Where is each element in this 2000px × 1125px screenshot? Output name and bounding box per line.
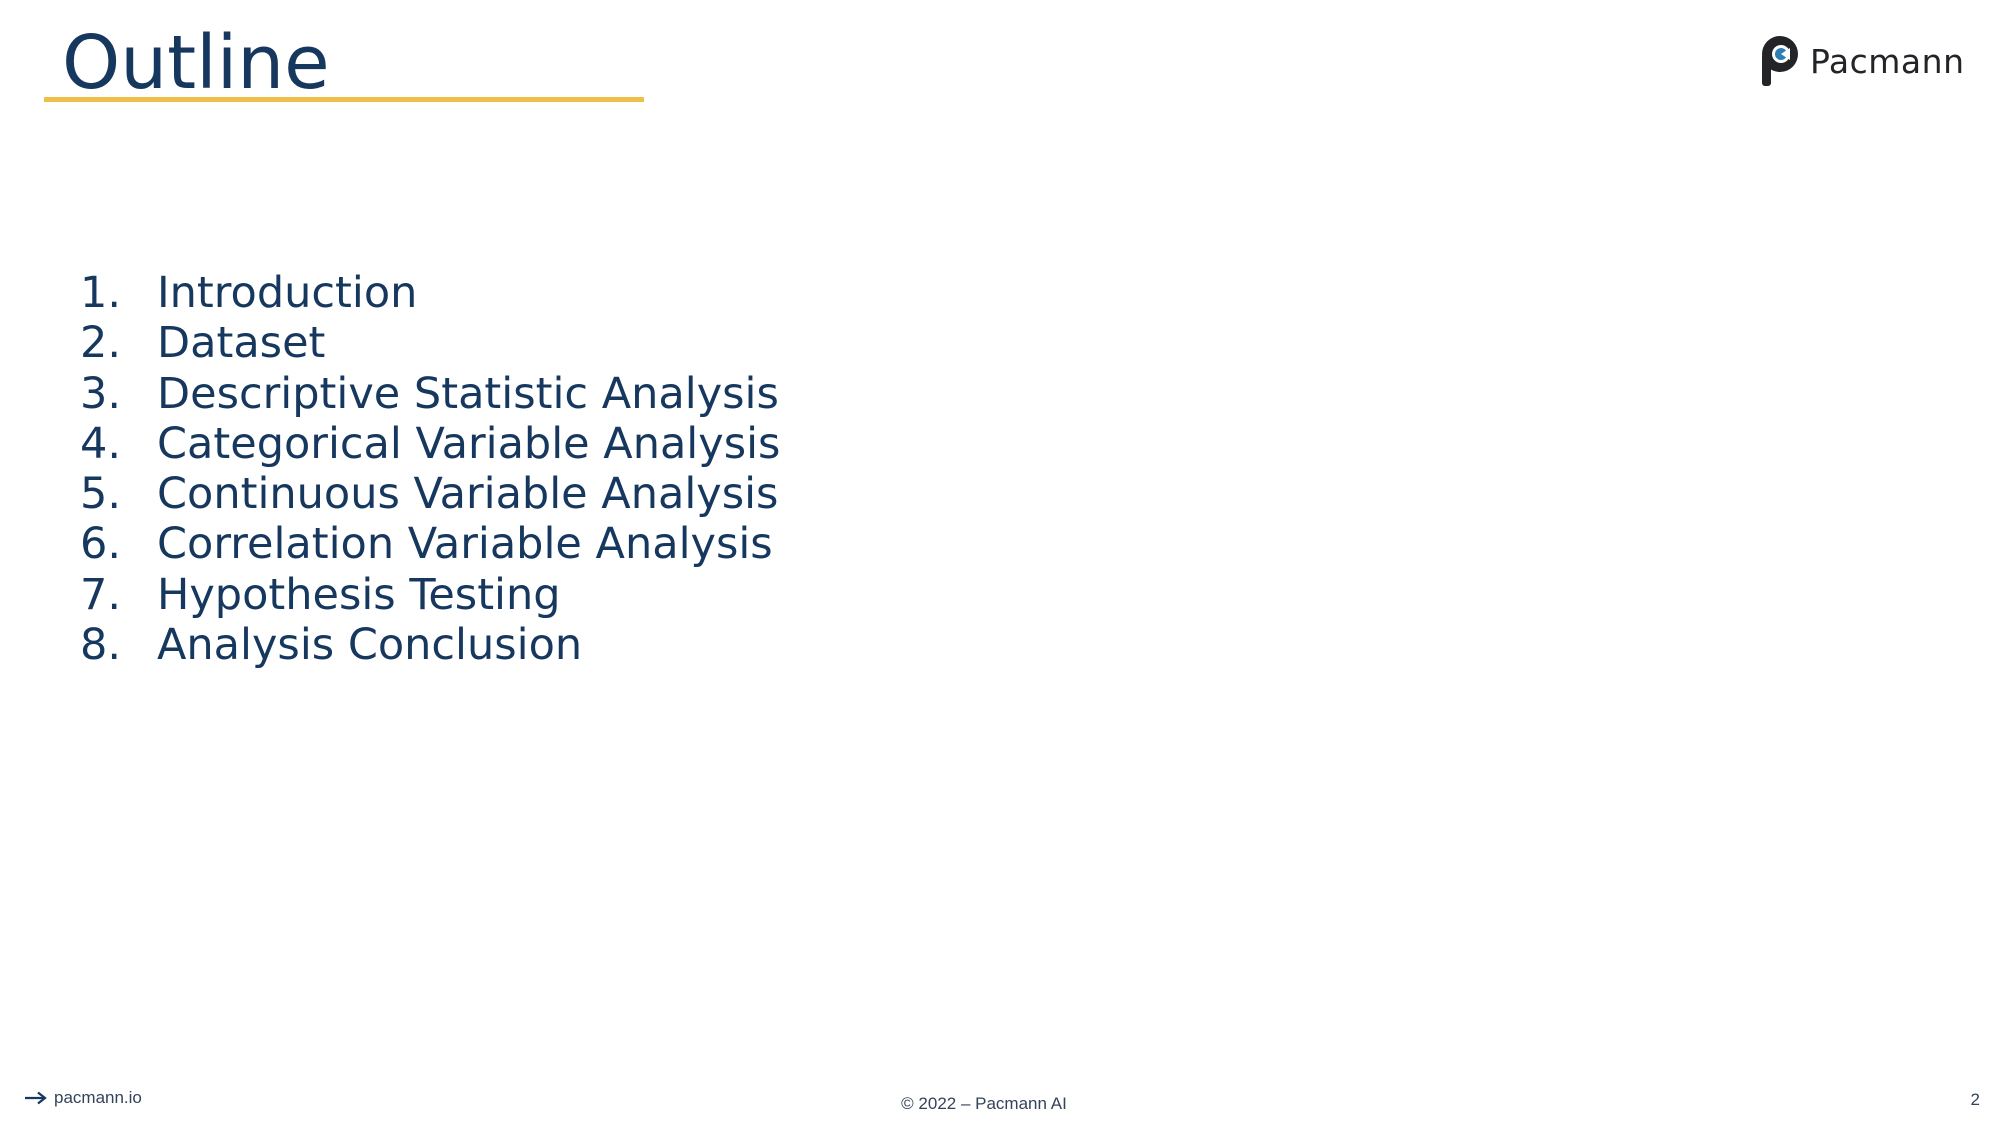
pacmann-logo: Pacmann xyxy=(1760,34,1964,88)
outline-item-number: 5. xyxy=(80,469,122,520)
outline-item-number: 6. xyxy=(80,519,122,570)
outline-item: 4. Categorical Variable Analysis xyxy=(80,419,780,469)
logo-text: Pacmann xyxy=(1810,41,1965,81)
outline-item: 5. Continuous Variable Analysis xyxy=(80,469,780,519)
outline-list: 1. Introduction 2. Dataset 3. Descriptiv… xyxy=(80,268,780,670)
outline-item-number: 2. xyxy=(80,318,122,369)
outline-item: 8. Analysis Conclusion xyxy=(80,620,780,670)
outline-item-label: Dataset xyxy=(157,318,326,369)
outline-item-number: 4. xyxy=(80,418,122,469)
arrow-right-icon xyxy=(24,1091,54,1105)
outline-item: 2. Dataset xyxy=(80,318,780,368)
slide-title: Outline xyxy=(62,20,330,106)
outline-item-number: 7. xyxy=(80,569,122,620)
outline-item: 1. Introduction xyxy=(80,268,780,318)
footer-copyright: © 2022 – Pacmann AI xyxy=(901,1094,1067,1113)
outline-item-label: Categorical Variable Analysis xyxy=(157,418,781,469)
pacmann-logo-icon xyxy=(1760,35,1800,87)
outline-item-label: Continuous Variable Analysis xyxy=(157,469,779,520)
outline-item-label: Introduction xyxy=(157,268,418,318)
outline-item-number: 8. xyxy=(80,620,122,671)
title-underline xyxy=(44,97,644,102)
outline-item-label: Descriptive Statistic Analysis xyxy=(157,368,779,419)
outline-item-number: 3. xyxy=(80,368,122,419)
outline-item: 3. Descriptive Statistic Analysis xyxy=(80,369,780,419)
outline-item-label: Hypothesis Testing xyxy=(157,569,561,620)
page-number: 2 xyxy=(1970,1090,1980,1109)
outline-item-label: Analysis Conclusion xyxy=(157,620,583,671)
outline-item-number: 1. xyxy=(80,268,122,318)
footer-website-link[interactable]: pacmann.io xyxy=(24,1088,142,1108)
outline-item-label: Correlation Variable Analysis xyxy=(157,519,773,570)
outline-item: 7. Hypothesis Testing xyxy=(80,570,780,620)
outline-item: 6. Correlation Variable Analysis xyxy=(80,519,780,569)
footer-link-text: pacmann.io xyxy=(54,1088,142,1107)
